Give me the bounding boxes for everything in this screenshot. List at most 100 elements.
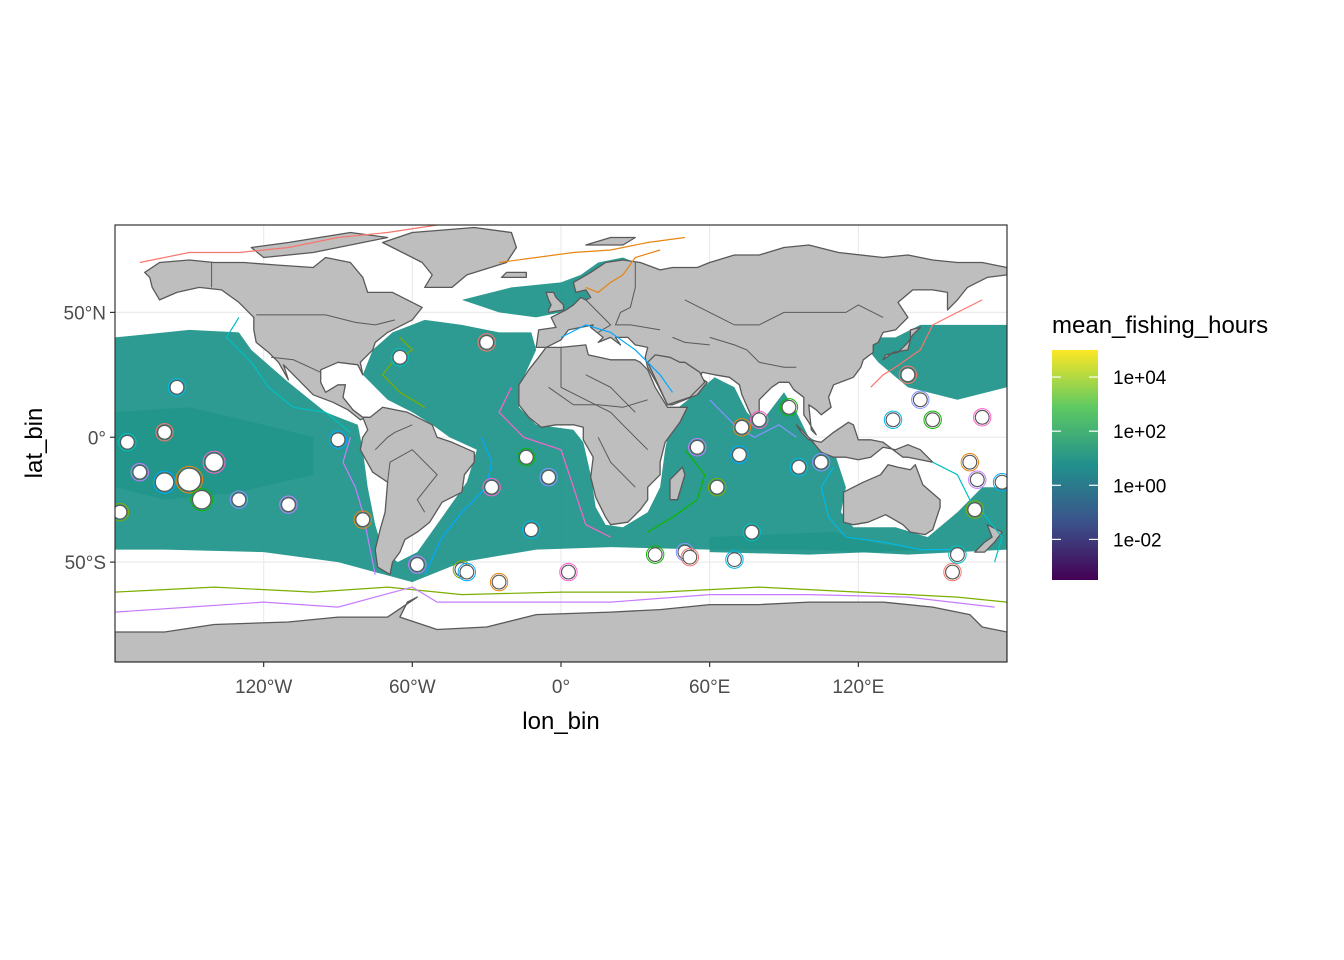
island-eez	[949, 547, 965, 563]
eez-boundaries-layer	[115, 225, 1007, 613]
island-eez-outline	[725, 550, 744, 569]
legend-colorbar	[1052, 350, 1098, 580]
island-eez-outline	[457, 562, 477, 582]
country-border	[271, 356, 321, 373]
land-australia	[842, 464, 941, 536]
island-eez-outline	[992, 473, 1007, 492]
island-eez	[154, 472, 175, 493]
y-tick-label: 50°S	[65, 553, 106, 574]
island-eez	[647, 547, 663, 563]
legend-tick-label: 1e+04	[1113, 368, 1167, 389]
island-eez	[479, 334, 495, 350]
country-border	[597, 437, 636, 488]
fishing-effort-region	[858, 324, 1007, 400]
land-uk	[545, 291, 565, 314]
island-eez-outline	[911, 390, 930, 409]
country-border	[614, 262, 661, 331]
island-eez-outline	[948, 545, 967, 564]
x-tick-label: 120°W	[235, 677, 292, 698]
country-border	[672, 336, 710, 346]
land-south-america	[359, 406, 475, 576]
country-border	[374, 424, 413, 451]
island-eez-outline	[965, 500, 984, 519]
island-eez	[962, 454, 978, 470]
island-eez	[119, 434, 135, 450]
land-eurasia	[535, 244, 1007, 436]
island-eez	[409, 557, 425, 573]
eez-boundary	[115, 586, 1007, 603]
island-eez	[484, 479, 500, 495]
land-arctic-islands	[250, 231, 389, 259]
legend-tick-label: 1e-02	[1113, 530, 1162, 551]
island-eez-layer	[115, 333, 1007, 592]
island-eez-outline	[898, 365, 918, 385]
x-tick-label: 120°E	[832, 677, 884, 698]
x-tick-label: 60°E	[689, 677, 730, 698]
eez-boundary	[139, 225, 438, 264]
island-eez	[115, 504, 128, 520]
island-eez-outline	[750, 410, 769, 429]
island-eez	[560, 564, 576, 580]
country-border	[256, 314, 396, 326]
country-border	[548, 386, 648, 408]
island-eez-outline	[968, 470, 987, 489]
eez-boundary	[560, 324, 673, 393]
island-eez-outline	[789, 458, 809, 477]
fishing-effort-region	[709, 532, 933, 555]
y-axis-title: lat_bin	[21, 408, 48, 479]
land-antarctica	[115, 596, 1007, 662]
island-eez	[974, 409, 990, 425]
y-tick-label: 50°N	[64, 303, 106, 324]
y-axis: 50°N 0° 50°S	[64, 303, 115, 574]
island-eez-outline	[115, 502, 130, 522]
island-eez	[541, 469, 557, 485]
land-layer	[115, 226, 1007, 662]
eez-boundary	[381, 336, 426, 408]
island-eez	[781, 399, 797, 415]
island-eez-outline	[408, 555, 427, 574]
country-border	[585, 299, 612, 333]
island-eez-outline	[118, 433, 137, 452]
island-eez-outline	[811, 453, 831, 472]
land-japan	[882, 326, 921, 361]
country-border	[709, 336, 797, 368]
island-eez-outline	[522, 520, 541, 539]
legend-title: mean_fishing_hours	[1052, 312, 1268, 339]
island-eez-outline	[645, 545, 665, 564]
island-eez	[682, 549, 698, 565]
land-greenland	[381, 226, 518, 289]
island-eez	[944, 564, 960, 580]
x-tick-label: 0°	[552, 677, 570, 698]
island-eez-outline	[688, 438, 707, 457]
island-eez	[330, 432, 346, 448]
island-eez-outline	[559, 562, 578, 582]
island-eez-outline	[732, 418, 752, 437]
eez-boundary	[820, 466, 953, 551]
land-new-zealand	[974, 524, 1003, 553]
island-eez-outline	[477, 333, 496, 352]
country-border	[387, 449, 438, 513]
island-eez-outline	[883, 410, 903, 429]
eez-boundary	[498, 387, 611, 538]
eez-boundary	[585, 249, 661, 294]
island-eez	[523, 522, 539, 538]
land-madagascar	[669, 466, 686, 501]
island-eez	[459, 564, 475, 580]
island-eez	[392, 349, 408, 365]
island-eez	[731, 447, 747, 463]
island-eez-outline	[539, 468, 558, 487]
x-axis: 120°W 60°W 0° 60°E 120°E	[235, 662, 884, 698]
island-eez	[925, 412, 941, 428]
country-border	[560, 347, 649, 451]
island-eez	[912, 392, 928, 408]
island-eez-outline	[707, 478, 727, 497]
island-eez	[885, 412, 901, 428]
island-eez	[969, 472, 985, 488]
island-eez-outline	[943, 562, 962, 582]
eez-boundary	[225, 317, 351, 433]
island-eez	[169, 379, 185, 395]
eez-boundary	[499, 236, 685, 264]
land-indonesia	[795, 421, 934, 463]
x-axis-title: lon_bin	[522, 708, 599, 735]
island-eez-outline	[730, 445, 749, 464]
